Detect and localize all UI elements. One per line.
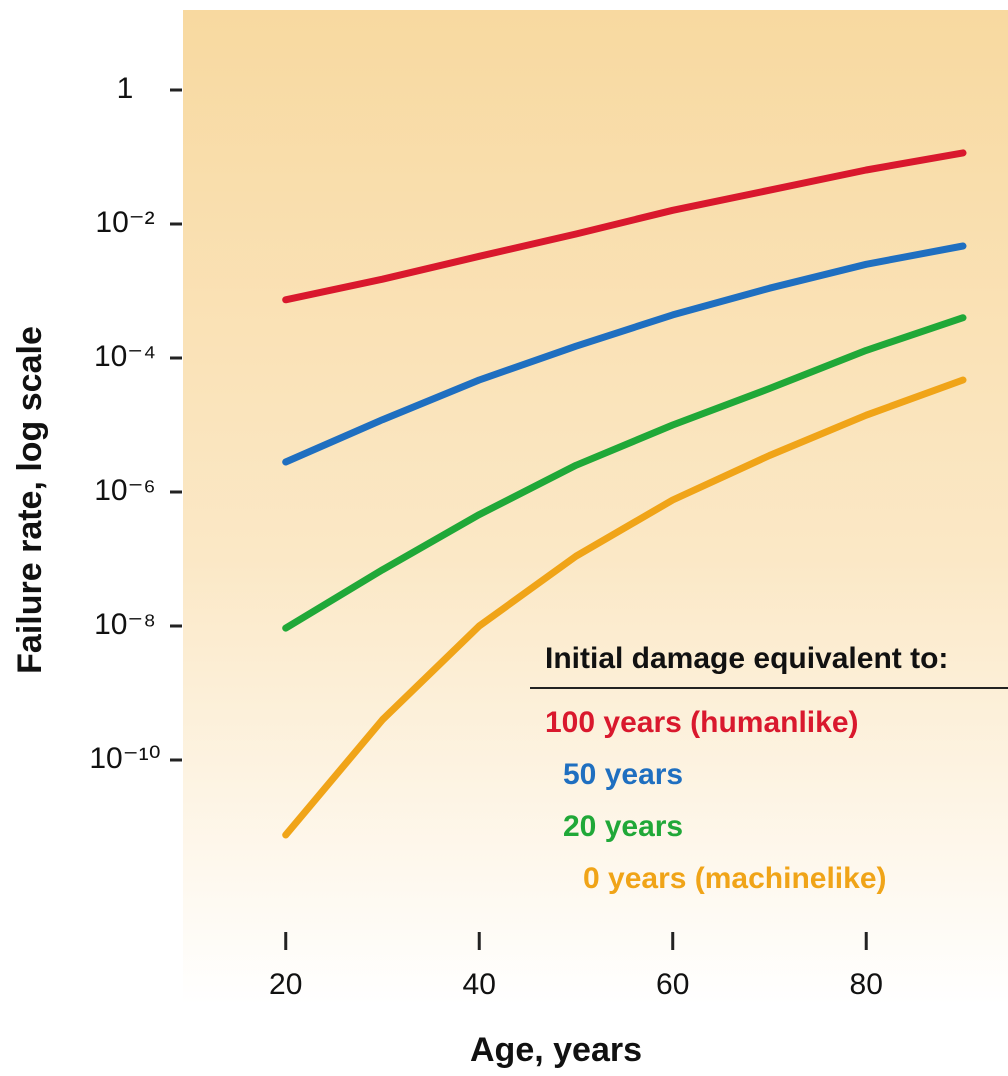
series-line — [282, 376, 967, 839]
legend-entry: 100 years (humanlike) — [545, 706, 859, 739]
x-axis-title: Age, years — [470, 1031, 642, 1069]
y-tick-label: 10⁻⁶ — [94, 474, 156, 507]
y-axis-title: Failure rate, log scale — [11, 326, 49, 674]
y-tick-label: 10⁻¹⁰ — [89, 742, 160, 775]
y-tick-label: 10⁻⁴ — [94, 340, 156, 373]
legend-entry: 0 years (machinelike) — [583, 862, 887, 895]
x-tick-label: 20 — [269, 968, 302, 1001]
series-line — [282, 314, 967, 632]
y-tick-label: 1 — [117, 72, 134, 105]
x-tick-label: 60 — [656, 968, 689, 1001]
x-tick-label: 80 — [850, 968, 883, 1001]
legend-entry: 50 years — [563, 758, 683, 791]
plot-background — [183, 10, 1008, 1005]
legend-entry: 20 years — [563, 810, 683, 843]
series-line — [282, 149, 967, 304]
y-tick-label: 10⁻² — [95, 206, 154, 239]
legend-title: Initial damage equivalent to: — [545, 642, 948, 675]
series-line — [282, 242, 967, 466]
y-tick-label: 10⁻⁸ — [94, 608, 156, 641]
x-tick-label: 40 — [463, 968, 496, 1001]
